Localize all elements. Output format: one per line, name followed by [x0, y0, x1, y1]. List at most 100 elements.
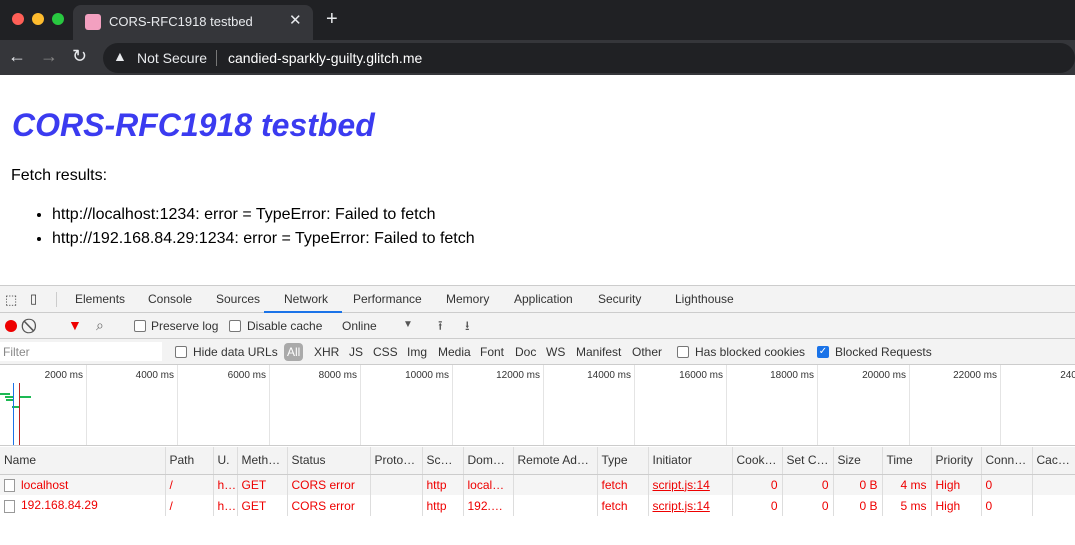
- browser-tab[interactable]: CORS-RFC1918 testbed ✕: [73, 5, 313, 40]
- type-xhr[interactable]: XHR: [314, 345, 340, 359]
- column-header[interactable]: Priority: [931, 447, 982, 475]
- tab-console[interactable]: Console: [148, 292, 193, 306]
- timeline-gridline: [1000, 365, 1001, 445]
- tab-performance[interactable]: Performance: [353, 292, 422, 306]
- back-button[interactable]: ←: [8, 46, 26, 66]
- table-row[interactable]: localhost / h… GET CORS error http local… fetch…: [0, 474, 1075, 495]
- cell-4: CORS error: [287, 495, 371, 516]
- cell-5: [370, 495, 423, 516]
- timeline-label: 18000 ms: [770, 370, 814, 381]
- column-header[interactable]: Set C…: [782, 447, 834, 475]
- tab-memory[interactable]: Memory: [446, 292, 490, 306]
- preserve-log-checkbox[interactable]: [134, 320, 146, 332]
- initiator-link[interactable]: script.js:14: [652, 477, 710, 492]
- device-toolbar-icon[interactable]: ▯: [30, 291, 38, 306]
- column-header[interactable]: Type: [597, 447, 649, 475]
- import-har-icon[interactable]: ⭱: [438, 318, 443, 333]
- disable-cache-checkbox[interactable]: [229, 320, 241, 332]
- network-toolbar: ⃠ ▼ ⌕ Preserve log Disable cache Online …: [0, 313, 1075, 339]
- cell-17: [1032, 474, 1075, 495]
- reload-button[interactable]: ↻: [72, 46, 88, 66]
- result-item: http://localhost:1234: error = TypeError…: [52, 206, 475, 230]
- timeline-label: 22000 ms: [953, 370, 997, 381]
- results-list: http://localhost:1234: error = TypeError…: [52, 206, 475, 254]
- column-header[interactable]: Initiator: [648, 447, 733, 475]
- cell-3: GET: [237, 495, 288, 516]
- column-header[interactable]: Dom…: [463, 447, 514, 475]
- column-header[interactable]: Conn…: [981, 447, 1033, 475]
- throttle-select[interactable]: Online: [342, 319, 377, 333]
- has-blocked-cookies-checkbox[interactable]: [677, 346, 689, 358]
- cell-9: fetch: [597, 474, 649, 495]
- blocked-requests-checkbox[interactable]: ✓: [817, 346, 829, 358]
- tab-network[interactable]: Network: [284, 292, 329, 306]
- column-header[interactable]: Sc…: [422, 447, 464, 475]
- column-header[interactable]: Cook…: [732, 447, 783, 475]
- hide-data-urls-checkbox[interactable]: [175, 346, 187, 358]
- timeline-label: 4000 ms: [135, 370, 174, 381]
- type-doc[interactable]: Doc: [515, 345, 537, 359]
- type-img[interactable]: Img: [407, 345, 428, 359]
- load-event-line: [19, 383, 20, 445]
- cell-13: 0 B: [833, 474, 883, 495]
- document-icon: [4, 478, 15, 492]
- favicon-icon: [85, 14, 101, 30]
- inspect-element-icon[interactable]: ⬚: [5, 292, 18, 307]
- type-font[interactable]: Font: [480, 345, 505, 359]
- tab-security[interactable]: Security: [598, 292, 642, 306]
- address-bar[interactable]: ▲ Not Secure candied-sparkly-guilty.glit…: [103, 43, 1075, 73]
- record-button[interactable]: [5, 320, 17, 332]
- preserve-log-label: Preserve log: [151, 319, 219, 333]
- column-header[interactable]: U.: [213, 447, 238, 475]
- column-header[interactable]: Status: [287, 447, 371, 475]
- zoom-window-button[interactable]: [52, 13, 64, 25]
- page-title: CORS-RFC1918 testbed: [12, 107, 375, 143]
- column-header[interactable]: Path: [165, 447, 214, 475]
- filter-icon[interactable]: ▼: [68, 317, 82, 333]
- type-other[interactable]: Other: [632, 345, 663, 359]
- type-js[interactable]: JS: [349, 345, 364, 359]
- cell-8: [513, 474, 598, 495]
- cell-6: http: [422, 495, 464, 516]
- column-header[interactable]: Meth…: [237, 447, 288, 475]
- cell-17: [1032, 495, 1075, 516]
- url-text[interactable]: candied-sparkly-guilty.glitch.me: [228, 50, 423, 66]
- active-tab-indicator: [264, 311, 342, 313]
- column-header[interactable]: Proto…: [370, 447, 423, 475]
- network-overview-timeline[interactable]: 2000 ms 4000 ms 6000 ms 8000 ms 10000 ms 1200…: [0, 365, 1075, 446]
- minimize-window-button[interactable]: [32, 13, 44, 25]
- type-ws[interactable]: WS: [546, 345, 566, 359]
- table-row[interactable]: 192.168.84.29 /h… GET CORS error http 192.… fe…: [0, 495, 1075, 516]
- export-har-icon[interactable]: ⭳: [465, 318, 470, 333]
- close-tab-icon[interactable]: ✕: [289, 12, 302, 29]
- devtools-panel: ⬚ ▯ Elements Console Sources Network Per…: [0, 285, 1075, 545]
- type-manifest[interactable]: Manifest: [576, 345, 622, 359]
- tab-sources[interactable]: Sources: [216, 292, 261, 306]
- column-header[interactable]: Time: [882, 447, 932, 475]
- close-window-button[interactable]: [12, 13, 24, 25]
- initiator-link[interactable]: script.js:14: [652, 498, 710, 513]
- type-media[interactable]: Media: [438, 345, 471, 359]
- cell-10: script.js:14: [648, 495, 733, 516]
- filter-input[interactable]: Filter: [0, 342, 162, 361]
- type-css[interactable]: CSS: [373, 345, 398, 359]
- timeline-bar: [6, 399, 13, 401]
- column-header[interactable]: Cac…: [1032, 447, 1075, 475]
- tab-lighthouse[interactable]: Lighthouse: [675, 292, 734, 306]
- tab-application[interactable]: Application: [514, 292, 573, 306]
- search-icon[interactable]: ⌕: [96, 317, 104, 333]
- tab-elements[interactable]: Elements: [75, 292, 126, 306]
- security-label[interactable]: Not Secure: [137, 50, 208, 66]
- blocked-requests-label: Blocked Requests: [835, 345, 932, 359]
- request-name[interactable]: 192.168.84.29: [21, 498, 98, 513]
- new-tab-button[interactable]: +: [326, 8, 338, 30]
- request-name[interactable]: localhost: [21, 477, 69, 492]
- dom-content-loaded-line: [13, 383, 14, 445]
- column-header[interactable]: Name: [0, 447, 166, 475]
- column-header[interactable]: Remote Ad…: [513, 447, 598, 475]
- cell-1: /: [165, 474, 214, 495]
- column-header[interactable]: Size: [833, 447, 883, 475]
- type-all[interactable]: All: [284, 343, 304, 361]
- forward-button[interactable]: →: [40, 46, 58, 66]
- timeline-label: 14000 ms: [587, 370, 631, 381]
